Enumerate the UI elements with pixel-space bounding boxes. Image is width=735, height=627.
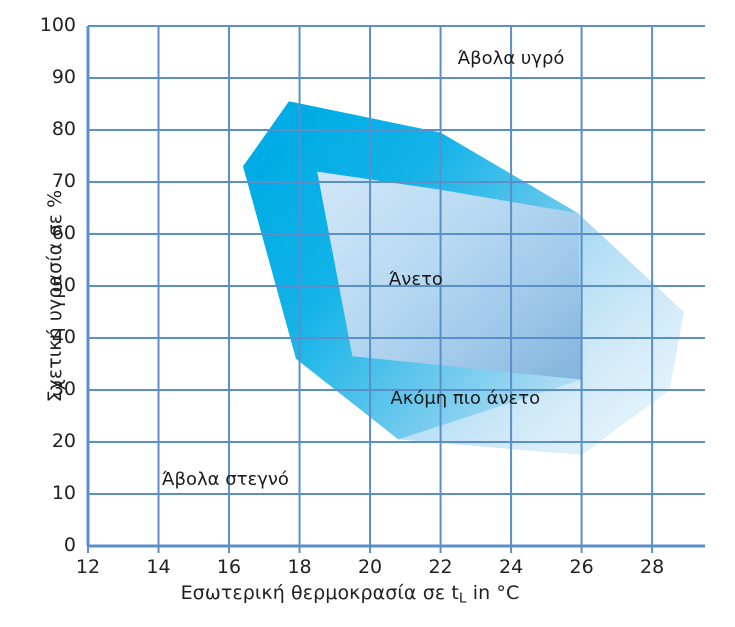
zone-annotation: Ακόμη πιο άνετο xyxy=(390,388,541,410)
x-tick-label: 14 xyxy=(146,556,171,578)
x-tick-label: 18 xyxy=(287,556,312,578)
y-tick-label: 50 xyxy=(51,274,76,296)
x-tick-label: 12 xyxy=(75,556,101,578)
x-axis-title-post: in °C xyxy=(466,582,520,604)
x-tick-label: 20 xyxy=(357,556,383,578)
y-tick-label: 100 xyxy=(39,14,76,36)
x-tick-label: 22 xyxy=(428,556,453,578)
y-tick-label: 80 xyxy=(51,118,76,140)
zone-annotation: Άνετο xyxy=(388,268,443,290)
zone-polygons xyxy=(243,101,684,456)
y-tick-label: 70 xyxy=(51,170,76,192)
x-axis-title: Εσωτερική θερμοκρασία σε tL in °C xyxy=(0,582,700,606)
zone-polygon xyxy=(317,171,582,380)
y-tick-label: 90 xyxy=(51,66,76,88)
y-tick-label: 30 xyxy=(51,378,76,400)
x-tick-label: 16 xyxy=(216,556,242,578)
axis-lines xyxy=(86,26,705,548)
y-tick-label: 10 xyxy=(51,482,76,504)
y-tick-label: 60 xyxy=(51,222,76,244)
x-tick-label: 24 xyxy=(498,556,524,578)
x-axis-title-pre: Εσωτερική θερμοκρασία σε t xyxy=(180,582,459,604)
x-axis-title-subscript: L xyxy=(458,590,467,607)
x-tick-label: 28 xyxy=(640,556,665,578)
axis-ticks xyxy=(87,546,654,553)
y-tick-label: 20 xyxy=(51,430,76,452)
y-tick-label: 40 xyxy=(51,326,76,348)
zone-annotation: Άβολα στεγνό xyxy=(162,469,289,490)
x-tick-label: 26 xyxy=(569,556,594,578)
y-tick-label: 0 xyxy=(63,534,76,556)
zone-annotation: Άβολα υγρό xyxy=(457,47,565,69)
